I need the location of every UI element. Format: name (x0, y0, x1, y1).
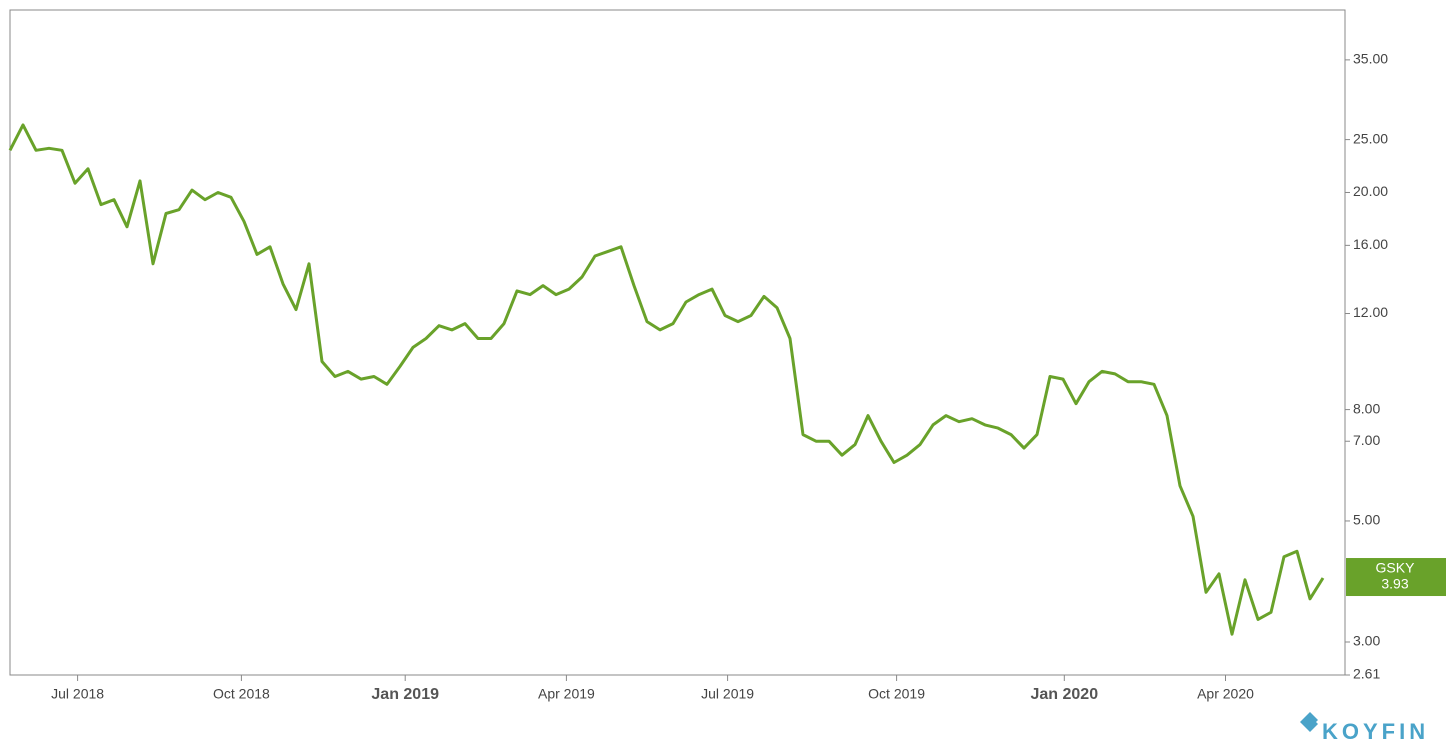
logo: KOYFIN (1300, 712, 1429, 744)
x-tick-label: Oct 2018 (213, 686, 270, 702)
y-tick-label: 25.00 (1353, 130, 1388, 146)
price-tag (1346, 558, 1446, 597)
y-tick-label: 16.00 (1353, 236, 1388, 252)
y-tick-label: 3.00 (1353, 633, 1380, 649)
logo-icon (1300, 712, 1318, 732)
x-tick-label: Apr 2019 (538, 686, 595, 702)
y-tick-label: 7.00 (1353, 432, 1380, 448)
y-tick-label: 2.61 (1353, 666, 1380, 682)
x-tick-label: Jul 2018 (51, 686, 104, 702)
price-tag-name: GSKY (1376, 560, 1416, 576)
y-tick-label: 8.00 (1353, 400, 1380, 416)
x-tick-label: Jan 2019 (371, 686, 439, 703)
y-tick-label: 35.00 (1353, 51, 1388, 67)
plot-frame (9, 9, 1346, 676)
y-tick-label: 5.00 (1353, 512, 1380, 528)
x-tick-label: Apr 2020 (1197, 686, 1254, 702)
watermark: KOYFIN (1322, 719, 1429, 744)
x-tick-label: Jan 2020 (1030, 686, 1098, 703)
x-tick-label: Oct 2019 (868, 686, 925, 702)
y-tick-label: 20.00 (1353, 183, 1388, 199)
y-tick-label: 12.00 (1353, 304, 1388, 320)
price-tag-value: 3.93 (1381, 576, 1408, 592)
price-line (8, 123, 1325, 636)
x-tick-label: Jul 2019 (701, 686, 754, 702)
